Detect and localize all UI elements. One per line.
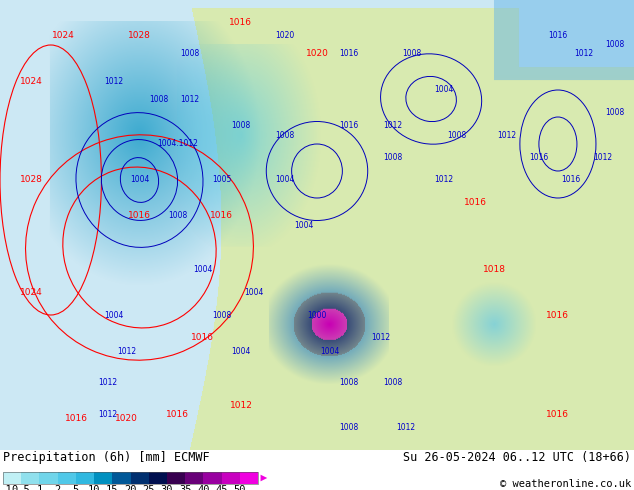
Bar: [185, 472, 204, 484]
Text: 1016: 1016: [339, 122, 358, 130]
Text: 1012: 1012: [230, 400, 252, 410]
Text: 1016: 1016: [464, 198, 487, 207]
Text: 1020: 1020: [276, 31, 295, 41]
Text: 1016: 1016: [191, 333, 214, 342]
Bar: [76, 472, 94, 484]
Bar: [221, 472, 240, 484]
Bar: [112, 472, 131, 484]
Text: 0.5: 0.5: [12, 485, 30, 490]
Bar: [131, 472, 149, 484]
Bar: [3, 472, 258, 484]
Text: 1005: 1005: [212, 175, 231, 185]
Text: 1018: 1018: [483, 266, 506, 274]
Text: 35: 35: [179, 485, 191, 490]
Text: 1028: 1028: [20, 175, 43, 185]
Text: 30: 30: [160, 485, 173, 490]
Text: 45: 45: [216, 485, 228, 490]
Text: 1012: 1012: [396, 423, 415, 432]
Bar: [94, 472, 112, 484]
Text: 1012: 1012: [384, 122, 403, 130]
Text: 15: 15: [106, 485, 119, 490]
Text: 1016: 1016: [128, 212, 151, 220]
Text: 1016: 1016: [529, 153, 548, 162]
Text: 1008: 1008: [339, 378, 358, 387]
Text: 1016: 1016: [230, 18, 252, 27]
Text: 1016: 1016: [210, 212, 233, 220]
Bar: [167, 472, 185, 484]
Text: 1004: 1004: [434, 85, 453, 95]
Bar: [149, 472, 167, 484]
Text: 1016: 1016: [547, 410, 569, 418]
Text: 1012: 1012: [434, 175, 453, 185]
Text: 1012: 1012: [593, 153, 612, 162]
Text: 1008: 1008: [403, 49, 422, 58]
Text: 1008: 1008: [447, 130, 466, 140]
Text: 0.1: 0.1: [0, 485, 13, 490]
Text: 1016: 1016: [547, 311, 569, 319]
Text: 1016: 1016: [548, 31, 567, 41]
Text: 1008: 1008: [212, 311, 231, 319]
Text: 1008: 1008: [149, 95, 168, 103]
Text: 1004: 1004: [320, 346, 339, 356]
Text: 1004: 1004: [231, 346, 250, 356]
Text: 10: 10: [88, 485, 100, 490]
Text: 1016: 1016: [561, 175, 580, 185]
Text: 1004: 1004: [130, 175, 149, 185]
Text: 1012: 1012: [98, 410, 117, 418]
Text: 1004: 1004: [244, 288, 263, 297]
Text: 2: 2: [55, 485, 61, 490]
Bar: [39, 472, 58, 484]
Text: 1012: 1012: [181, 95, 200, 103]
Text: 20: 20: [124, 485, 137, 490]
Text: 1008: 1008: [276, 130, 295, 140]
Text: Precipitation (6h) [mm] ECMWF: Precipitation (6h) [mm] ECMWF: [3, 451, 210, 464]
Text: 1020: 1020: [306, 49, 328, 58]
Text: 1012: 1012: [98, 378, 117, 387]
Bar: [21, 472, 39, 484]
Text: 1004.1012: 1004.1012: [157, 140, 198, 148]
Text: 1008: 1008: [605, 41, 624, 49]
Text: 1004: 1004: [193, 266, 212, 274]
Text: 1012: 1012: [498, 130, 517, 140]
Text: 1016: 1016: [339, 49, 358, 58]
Text: 1000: 1000: [307, 311, 327, 319]
Bar: [3, 472, 21, 484]
Text: 1008: 1008: [605, 108, 624, 117]
Text: 1008: 1008: [231, 122, 250, 130]
Text: 1012: 1012: [371, 333, 390, 342]
Text: 1008: 1008: [181, 49, 200, 58]
Text: 1016: 1016: [65, 414, 87, 423]
Text: 1008: 1008: [384, 153, 403, 162]
Text: 1008: 1008: [384, 378, 403, 387]
Text: 1004: 1004: [105, 311, 124, 319]
Text: 1012: 1012: [105, 76, 124, 85]
Text: 1004: 1004: [295, 220, 314, 229]
Text: 1: 1: [36, 485, 42, 490]
Text: 40: 40: [197, 485, 210, 490]
Text: 1024: 1024: [20, 76, 43, 85]
Text: 5: 5: [73, 485, 79, 490]
Bar: [58, 472, 76, 484]
Text: 1008: 1008: [168, 212, 187, 220]
Text: Su 26-05-2024 06..12 UTC (18+66): Su 26-05-2024 06..12 UTC (18+66): [403, 451, 631, 464]
Bar: [240, 472, 258, 484]
Text: 1016: 1016: [166, 410, 189, 418]
Text: 25: 25: [143, 485, 155, 490]
Bar: [204, 472, 221, 484]
Text: 1012: 1012: [117, 346, 136, 356]
Text: 1020: 1020: [115, 414, 138, 423]
Text: 1012: 1012: [574, 49, 593, 58]
Text: 1024: 1024: [52, 31, 75, 41]
Text: 1028: 1028: [128, 31, 151, 41]
Text: 1004: 1004: [276, 175, 295, 185]
Text: 50: 50: [233, 485, 246, 490]
Text: © weatheronline.co.uk: © weatheronline.co.uk: [500, 479, 631, 489]
Text: 1008: 1008: [339, 423, 358, 432]
Text: 1024: 1024: [20, 288, 43, 297]
